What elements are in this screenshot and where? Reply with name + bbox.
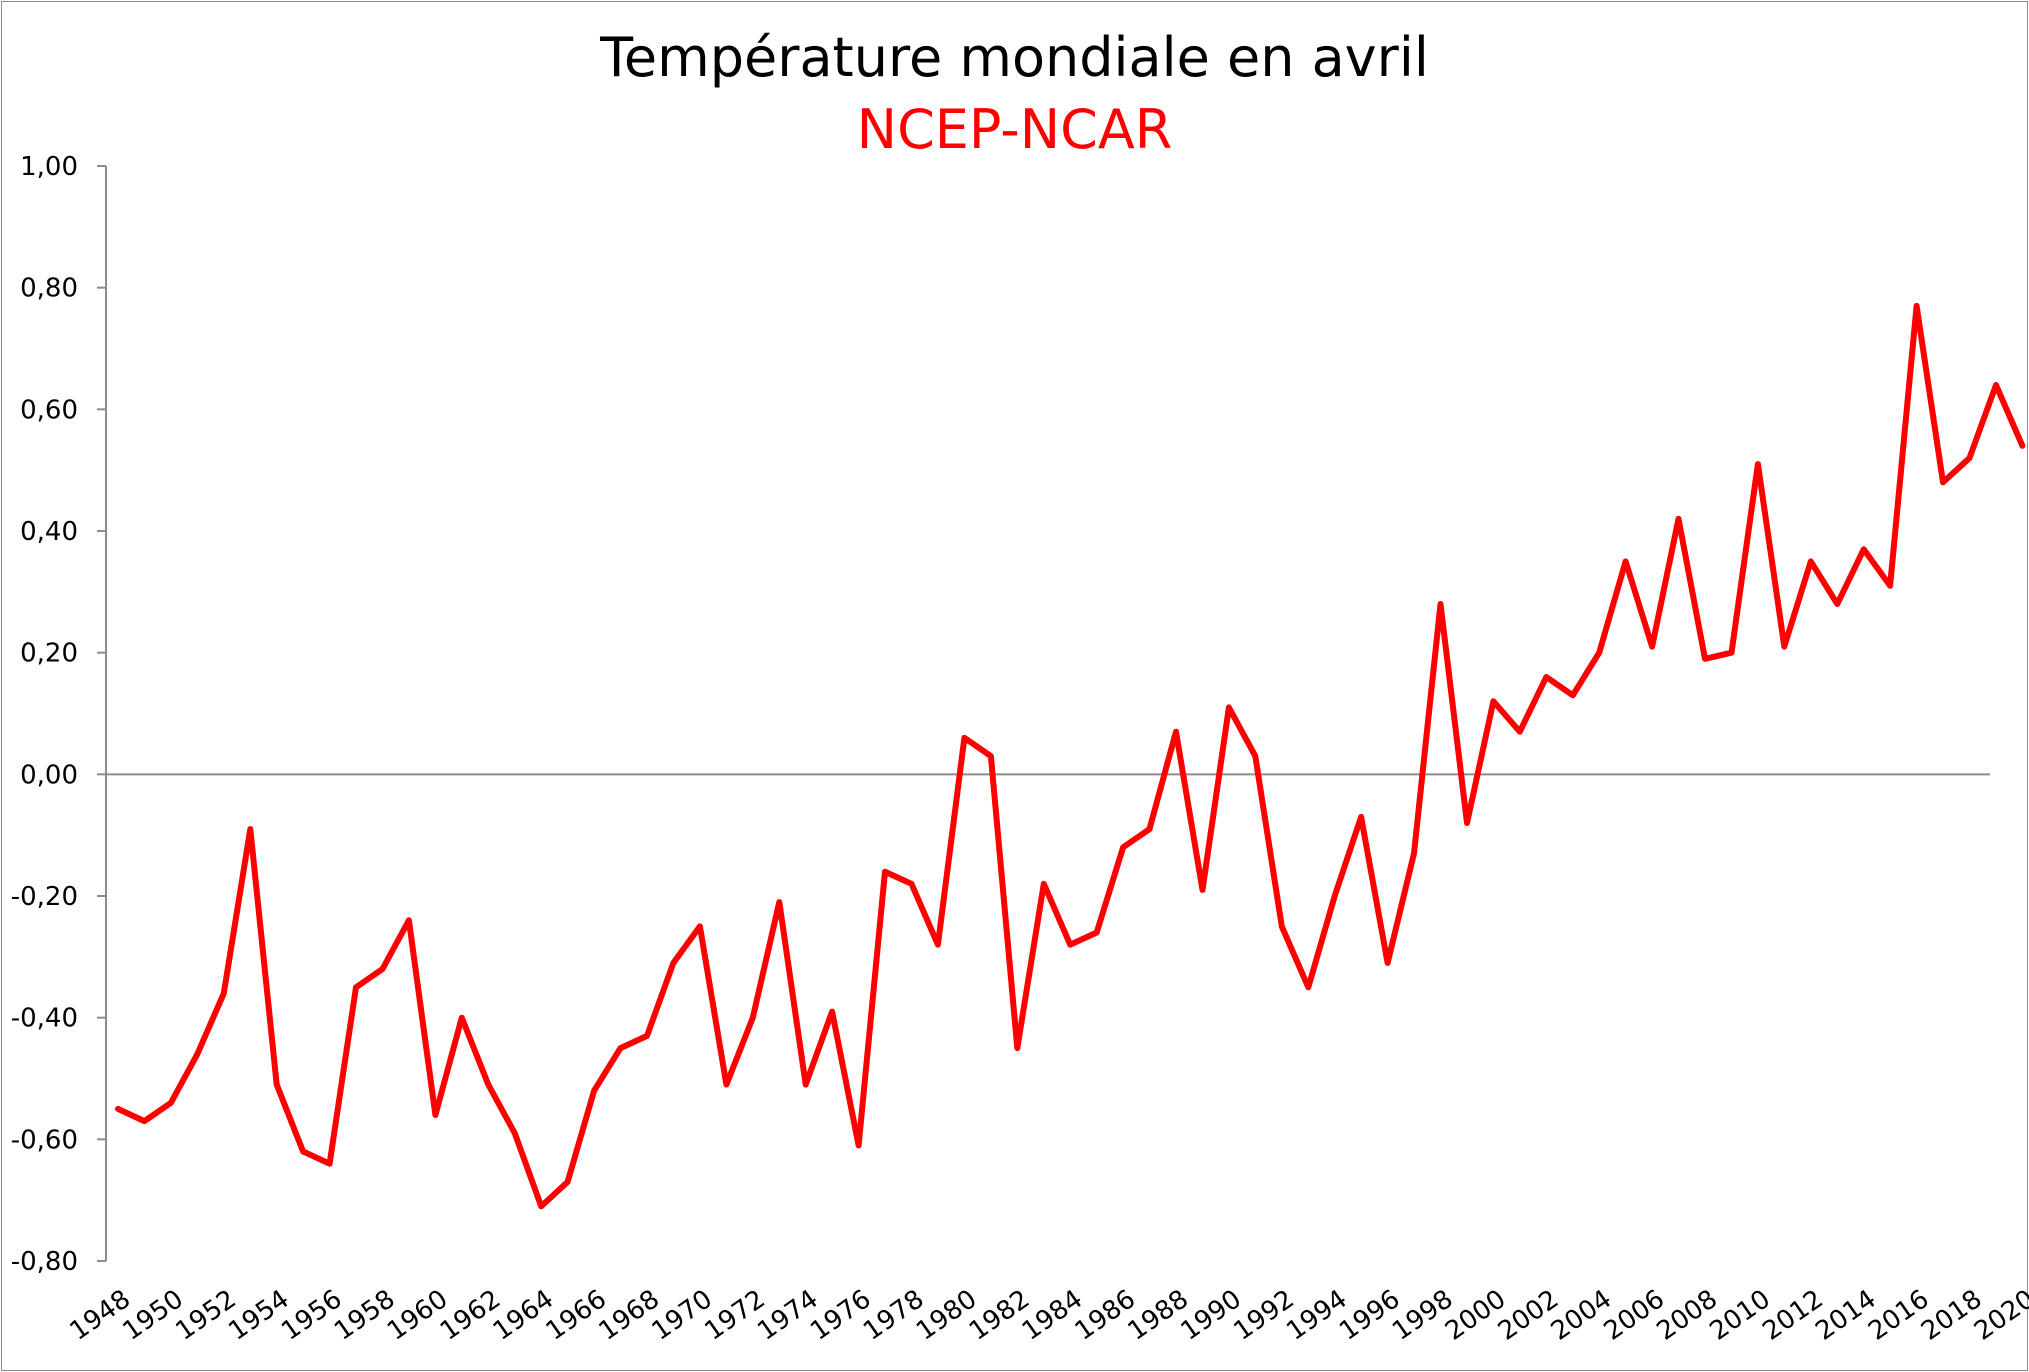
x-tick-label: 1954 [223,1284,294,1347]
x-tick-label: 2016 [1863,1284,1934,1347]
y-tick-label: 0,40 [20,517,78,547]
y-tick-label: -0,60 [11,1125,78,1155]
x-tick-label: 1956 [276,1284,347,1347]
y-tick-label: -0,20 [11,882,78,912]
x-tick-label: 2008 [1652,1284,1723,1347]
x-tick-label: 1996 [1334,1284,1405,1347]
x-tick-label: 1992 [1228,1284,1299,1347]
x-tick-label: 2004 [1546,1284,1617,1347]
x-tick-label: 1980 [911,1284,982,1347]
x-tick-label: 1986 [1070,1284,1141,1347]
x-tick-label: 1976 [805,1284,876,1347]
x-tick-label: 2002 [1493,1284,1564,1347]
x-tick-label: 2020 [1969,1284,2029,1347]
chart-subtitle: NCEP-NCAR [856,98,1173,161]
x-tick-label: 1970 [647,1284,718,1347]
x-tick-label: 1968 [594,1284,665,1347]
y-tick-label: 0,20 [20,639,78,669]
x-tick-label: 2006 [1599,1284,1670,1347]
x-tick-label: 1960 [382,1284,453,1347]
x-tick-label: 1988 [1123,1284,1194,1347]
x-tick-label: 1966 [541,1284,612,1347]
x-tick-label: 1998 [1387,1284,1458,1347]
chart-title: Température mondiale en avril [600,26,1429,89]
x-tick-label: 2012 [1757,1284,1828,1347]
x-tick-label: 2014 [1810,1284,1881,1347]
x-tick-label: 1952 [170,1284,241,1347]
x-axis: 1948195019521954195619581960196219641966… [65,773,2029,1347]
x-tick-label: 1982 [964,1284,1035,1347]
x-tick-label: 1958 [329,1284,400,1347]
x-tick-label: 2018 [1916,1284,1987,1347]
x-tick-label: 1990 [1176,1284,1247,1347]
x-tick-label: 2000 [1440,1284,1511,1347]
x-tick-label: 1972 [699,1284,770,1347]
x-tick-label: 1984 [1017,1284,1088,1347]
y-tick-label: 0,80 [20,274,78,304]
x-tick-label: 1974 [752,1284,823,1347]
x-tick-label: 1964 [488,1284,559,1347]
series-group [115,302,2026,1210]
y-tick-label: 0,60 [20,395,78,425]
y-tick-label: -0,40 [11,1004,78,1034]
x-tick-label: 1994 [1281,1284,1352,1347]
series-line [115,302,2026,1210]
y-tick-label: -0,80 [11,1247,78,1277]
x-tick-label: 1962 [435,1284,506,1347]
x-tick-label: 1950 [118,1284,189,1347]
x-tick-label: 1948 [65,1284,136,1347]
y-axis: 1,00 0,80 0,60 0,40 0,20 0,00 -0,20 -0,40 -0,60 -… [11,152,107,1277]
y-tick-label: 1,00 [20,152,78,182]
y-tick-label: 0,00 [20,760,78,790]
x-tick-label: 2010 [1705,1284,1776,1347]
x-tick-label: 1978 [858,1284,929,1347]
